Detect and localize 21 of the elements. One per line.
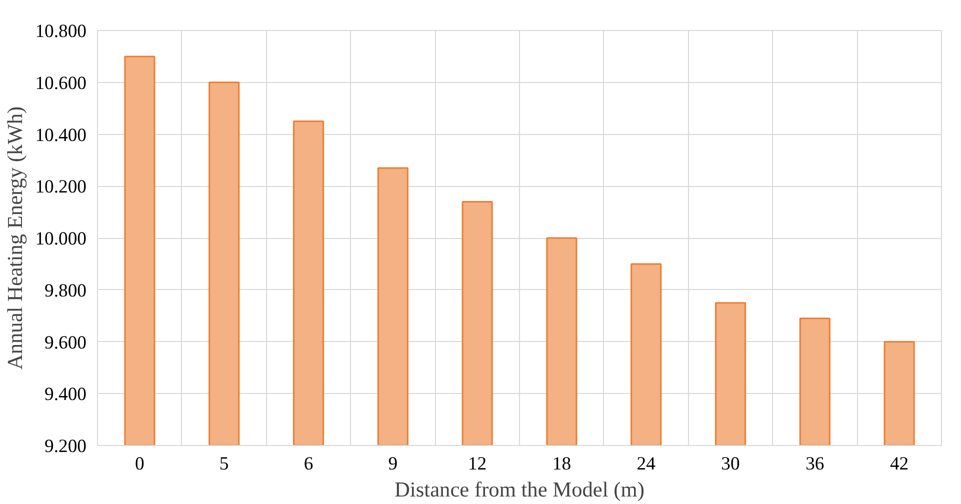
y-axis-title: Annual Heating Energy (kWh) [3, 106, 28, 370]
y-tick-label: 10.800 [35, 21, 87, 42]
y-tick-label: 10.600 [35, 72, 87, 94]
x-axis-title: Distance from the Model (m) [394, 478, 644, 502]
x-tick-label: 9 [388, 454, 398, 474]
x-tick-label: 12 [468, 454, 487, 474]
x-tick-label: 6 [304, 454, 314, 474]
x-tick-label: 36 [806, 454, 824, 474]
x-tick-label: 42 [890, 454, 909, 474]
y-tick-label: 9.800 [44, 280, 87, 302]
x-tick-label: 5 [219, 454, 229, 474]
x-tick-label: 18 [552, 454, 572, 474]
x-tick-label: 24 [636, 454, 656, 474]
x-tick-label: 0 [135, 454, 144, 474]
x-tick-label: 30 [721, 454, 740, 474]
y-tick-label: 10.000 [35, 228, 87, 250]
y-tick-label: 9.200 [44, 436, 87, 457]
y-tick-label: 10.200 [35, 176, 87, 198]
y-tick-label: 10.400 [35, 124, 87, 146]
y-tick-label: 9.400 [44, 384, 87, 406]
y-tick-label: 9.600 [44, 332, 87, 354]
